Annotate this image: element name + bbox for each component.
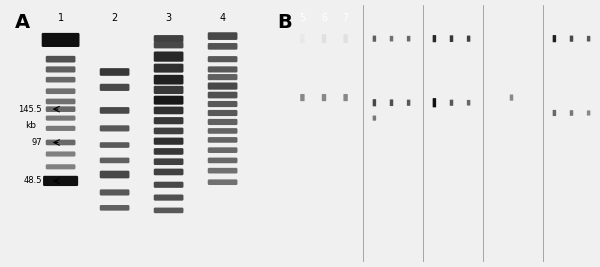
FancyBboxPatch shape — [208, 128, 238, 134]
FancyBboxPatch shape — [553, 110, 556, 116]
FancyBboxPatch shape — [46, 99, 76, 104]
FancyBboxPatch shape — [373, 99, 376, 106]
FancyBboxPatch shape — [154, 75, 184, 85]
FancyBboxPatch shape — [154, 148, 184, 155]
FancyBboxPatch shape — [43, 176, 78, 186]
FancyBboxPatch shape — [154, 194, 184, 201]
FancyBboxPatch shape — [154, 117, 184, 124]
FancyBboxPatch shape — [343, 34, 348, 43]
FancyBboxPatch shape — [46, 88, 76, 94]
FancyBboxPatch shape — [46, 126, 76, 131]
FancyBboxPatch shape — [208, 32, 238, 40]
FancyBboxPatch shape — [208, 43, 238, 50]
FancyBboxPatch shape — [407, 100, 410, 106]
FancyBboxPatch shape — [390, 99, 393, 106]
FancyBboxPatch shape — [553, 35, 556, 42]
FancyBboxPatch shape — [154, 96, 184, 105]
Text: 7: 7 — [343, 13, 349, 23]
FancyBboxPatch shape — [433, 35, 436, 42]
FancyBboxPatch shape — [322, 34, 326, 43]
FancyBboxPatch shape — [208, 66, 238, 73]
FancyBboxPatch shape — [100, 189, 130, 195]
FancyBboxPatch shape — [510, 95, 513, 101]
FancyBboxPatch shape — [154, 158, 184, 165]
FancyBboxPatch shape — [100, 142, 130, 148]
FancyBboxPatch shape — [208, 168, 238, 174]
FancyBboxPatch shape — [208, 179, 238, 185]
Text: 2: 2 — [112, 13, 118, 23]
FancyBboxPatch shape — [450, 100, 453, 106]
FancyBboxPatch shape — [154, 52, 184, 62]
FancyBboxPatch shape — [208, 74, 238, 80]
Text: 97: 97 — [31, 138, 42, 147]
FancyBboxPatch shape — [100, 84, 130, 91]
FancyBboxPatch shape — [208, 147, 238, 153]
FancyBboxPatch shape — [154, 207, 184, 213]
FancyBboxPatch shape — [100, 158, 130, 163]
FancyBboxPatch shape — [46, 66, 76, 73]
FancyBboxPatch shape — [570, 110, 573, 116]
FancyBboxPatch shape — [100, 68, 130, 76]
FancyBboxPatch shape — [343, 94, 348, 101]
FancyBboxPatch shape — [208, 158, 238, 163]
FancyBboxPatch shape — [100, 205, 130, 211]
FancyBboxPatch shape — [208, 56, 238, 62]
Text: 5: 5 — [299, 13, 305, 23]
FancyBboxPatch shape — [208, 110, 238, 116]
FancyBboxPatch shape — [46, 151, 76, 156]
FancyBboxPatch shape — [570, 36, 573, 42]
FancyBboxPatch shape — [41, 33, 79, 47]
FancyBboxPatch shape — [373, 116, 376, 121]
Text: kb: kb — [25, 121, 37, 130]
Text: 145.5: 145.5 — [18, 105, 42, 114]
FancyBboxPatch shape — [46, 56, 76, 62]
FancyBboxPatch shape — [407, 36, 410, 41]
FancyBboxPatch shape — [46, 116, 76, 121]
FancyBboxPatch shape — [467, 36, 470, 42]
FancyBboxPatch shape — [46, 164, 76, 169]
FancyBboxPatch shape — [154, 42, 184, 48]
Text: 6: 6 — [321, 13, 327, 23]
FancyBboxPatch shape — [300, 94, 305, 101]
FancyBboxPatch shape — [208, 119, 238, 125]
Text: 3: 3 — [166, 13, 172, 23]
Text: A: A — [14, 13, 30, 32]
Text: 1: 1 — [58, 13, 64, 23]
FancyBboxPatch shape — [208, 92, 238, 98]
FancyBboxPatch shape — [322, 94, 326, 101]
FancyBboxPatch shape — [450, 35, 453, 42]
FancyBboxPatch shape — [46, 106, 76, 112]
FancyBboxPatch shape — [154, 128, 184, 134]
FancyBboxPatch shape — [154, 138, 184, 145]
FancyBboxPatch shape — [154, 169, 184, 175]
FancyBboxPatch shape — [154, 64, 184, 73]
FancyBboxPatch shape — [100, 125, 130, 131]
Text: 48.5: 48.5 — [23, 176, 42, 185]
FancyBboxPatch shape — [100, 107, 130, 114]
FancyBboxPatch shape — [154, 86, 184, 94]
FancyBboxPatch shape — [433, 98, 436, 107]
FancyBboxPatch shape — [467, 100, 470, 105]
FancyBboxPatch shape — [46, 140, 76, 145]
FancyBboxPatch shape — [100, 171, 130, 178]
FancyBboxPatch shape — [587, 111, 590, 116]
FancyBboxPatch shape — [46, 77, 76, 83]
Text: B: B — [277, 13, 292, 32]
FancyBboxPatch shape — [154, 35, 184, 42]
FancyBboxPatch shape — [587, 36, 590, 41]
FancyBboxPatch shape — [300, 34, 305, 43]
FancyBboxPatch shape — [208, 83, 238, 90]
FancyBboxPatch shape — [208, 101, 238, 107]
FancyBboxPatch shape — [390, 36, 393, 41]
FancyBboxPatch shape — [154, 107, 184, 114]
Text: 4: 4 — [220, 13, 226, 23]
FancyBboxPatch shape — [154, 182, 184, 188]
FancyBboxPatch shape — [373, 36, 376, 42]
FancyBboxPatch shape — [208, 137, 238, 143]
